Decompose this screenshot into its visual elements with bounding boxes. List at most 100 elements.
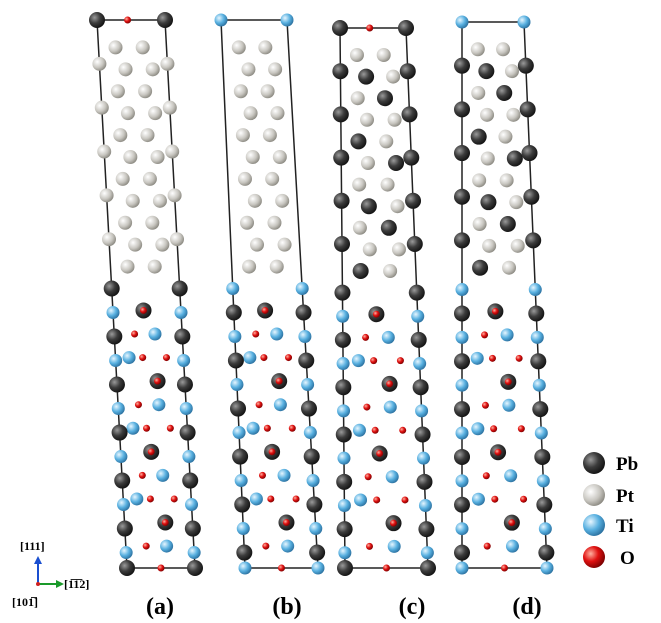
atom-o: [167, 425, 174, 432]
atom-pb: [89, 12, 105, 28]
atom-ti: [337, 404, 350, 417]
atom-pt: [148, 260, 162, 274]
atom-ti: [120, 546, 133, 559]
atom-o: [501, 565, 508, 572]
atom-o: [366, 543, 373, 550]
legend-swatch: [583, 452, 605, 474]
atom-ti: [117, 498, 130, 511]
atom-pb: [172, 281, 188, 297]
atom-pt: [138, 84, 152, 98]
atom-pb: [114, 473, 130, 489]
atom-pb: [454, 145, 470, 161]
atom-pb: [112, 425, 128, 441]
atom-o: [397, 357, 404, 364]
atom-pb: [518, 58, 534, 74]
atom-pb: [333, 106, 349, 122]
atom-ti: [456, 283, 469, 296]
atom-ti: [456, 474, 469, 487]
atom-pb: [358, 69, 374, 85]
atom-o: [505, 378, 512, 385]
atom-o: [484, 543, 491, 550]
atom-pt: [267, 216, 281, 230]
atom-ti: [112, 402, 125, 415]
axis-label: [101̅]: [12, 595, 38, 609]
atom-ti: [235, 474, 248, 487]
axis-arrow-head: [56, 580, 64, 588]
atom-pb: [413, 379, 429, 395]
atom-o: [399, 427, 406, 434]
atom-ti: [382, 331, 395, 344]
atom-pt: [244, 106, 258, 120]
atom-ti: [535, 427, 548, 440]
atom-ti: [109, 354, 122, 367]
atom-ti: [107, 306, 120, 319]
legend-swatch: [583, 546, 605, 568]
legend-label: Pb: [616, 454, 638, 475]
atom-pb: [230, 401, 246, 417]
legend: Pb Pt Ti O: [583, 452, 638, 569]
atom-ti: [228, 330, 241, 343]
atom-ti: [537, 474, 550, 487]
atom-pt: [148, 106, 162, 120]
atom-pt: [278, 238, 292, 252]
atom-o: [383, 565, 390, 572]
atom-ti: [160, 540, 173, 553]
figure: Pb Pt Ti O [111] [1̅1̅2] [101̅] (a) (b) …: [0, 0, 661, 623]
atom-pt: [128, 238, 142, 252]
atom-ti: [237, 522, 250, 535]
atom-ti: [506, 540, 519, 553]
atom-pt: [146, 62, 160, 76]
atom-ti: [471, 422, 484, 435]
atom-pt: [502, 261, 516, 275]
atom-pt: [232, 40, 246, 54]
atom-ti: [413, 357, 426, 370]
atom-pb: [119, 560, 135, 576]
atom-pb: [106, 329, 122, 345]
legend-label: Ti: [616, 516, 634, 537]
atom-ti: [456, 522, 469, 535]
atom-pt: [480, 108, 494, 122]
atom-ti: [309, 522, 322, 535]
atom-o: [483, 472, 490, 479]
atom-pb: [522, 145, 538, 161]
atom-ti: [175, 306, 188, 319]
atom-pt: [248, 194, 262, 208]
atom-pt: [472, 173, 486, 187]
atom-ti: [281, 540, 294, 553]
atom-pb: [336, 474, 352, 490]
atom-pb: [182, 473, 198, 489]
atom-ti: [188, 546, 201, 559]
atom-o: [148, 448, 155, 455]
atom-pb: [334, 193, 350, 209]
atom-pb: [403, 150, 419, 166]
atom-pb: [335, 332, 351, 348]
atom-pb: [530, 353, 546, 369]
atom-o: [363, 404, 370, 411]
atom-o: [267, 495, 274, 502]
atom-pt: [270, 260, 284, 274]
atom-o: [372, 427, 379, 434]
atom-pt: [151, 150, 165, 164]
atom-o: [366, 25, 373, 32]
legend-label: O: [620, 548, 635, 569]
atom-ti: [250, 492, 263, 505]
atom-pt: [121, 106, 135, 120]
atom-pb: [334, 285, 350, 301]
legend-swatch: [583, 484, 605, 506]
atom-pt: [379, 134, 393, 148]
atom-ti: [411, 310, 424, 323]
atom-pt: [351, 91, 365, 105]
atom-o: [171, 495, 178, 502]
axis-origin: [36, 582, 40, 586]
atom-pb: [117, 521, 133, 537]
atom-pb: [418, 521, 434, 537]
atom-pt: [143, 172, 157, 186]
atom-pb: [332, 20, 348, 36]
atom-o: [269, 448, 276, 455]
atom-pb: [454, 545, 470, 561]
atom-pb: [454, 449, 470, 465]
atom-pt: [473, 217, 487, 231]
atom-ti: [337, 357, 350, 370]
atom-pb: [381, 220, 397, 236]
atom-pt: [111, 84, 125, 98]
